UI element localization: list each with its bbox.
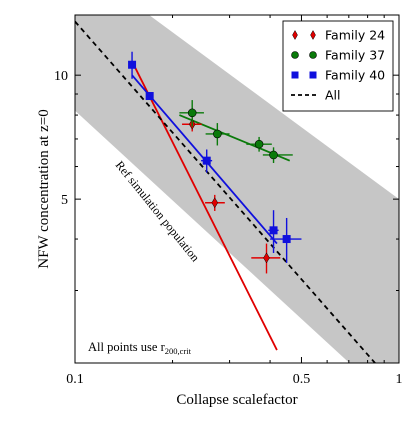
family-37-point xyxy=(213,129,222,139)
family-37-point xyxy=(269,150,278,160)
legend-family-24-label: Family 24 xyxy=(325,28,385,43)
annotation-main: All points use r xyxy=(88,340,166,354)
family-40-point xyxy=(145,92,154,101)
legend-box xyxy=(282,20,394,112)
x-tick-label: 0.5 xyxy=(293,372,311,387)
y-tick-label: 10 xyxy=(54,69,68,84)
x-tick-label: 1 xyxy=(396,372,403,387)
x-tick-label: 0.1 xyxy=(66,372,84,387)
legend-family-37-marker xyxy=(291,51,299,59)
family-24-fit-line xyxy=(131,61,278,351)
family-37-point xyxy=(187,108,197,118)
legend-family-40-label: Family 40 xyxy=(325,68,385,83)
family-37-point xyxy=(254,139,264,149)
legend-family-40-marker xyxy=(309,71,317,79)
legend-family-37-label: Family 37 xyxy=(325,48,385,63)
y-tick-label: 5 xyxy=(61,193,68,208)
annotation-sub: 200,crit xyxy=(165,346,192,356)
plot-frame xyxy=(74,14,400,364)
legend-family-37-marker xyxy=(309,51,317,59)
family-40-point xyxy=(282,235,291,244)
legend-family-24-marker xyxy=(292,29,298,41)
family-40-point xyxy=(202,156,211,165)
legend-family-40-marker xyxy=(291,71,299,79)
family-40-point xyxy=(269,226,278,235)
family-24-point xyxy=(211,197,219,209)
x-axis-label: Collapse scalefactor xyxy=(176,392,297,408)
y-axis-label: NFW concentration at z=0 xyxy=(36,109,52,268)
family-24-point xyxy=(263,252,270,264)
all-fit-line xyxy=(75,20,377,363)
legend-all-label: All xyxy=(325,88,341,103)
family-40-point xyxy=(128,60,137,69)
annotation: All points use r200,crit xyxy=(88,340,192,356)
legend-family-24-marker xyxy=(310,29,316,41)
